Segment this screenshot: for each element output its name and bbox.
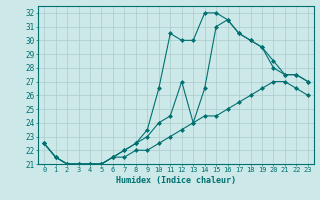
X-axis label: Humidex (Indice chaleur): Humidex (Indice chaleur) bbox=[116, 176, 236, 185]
